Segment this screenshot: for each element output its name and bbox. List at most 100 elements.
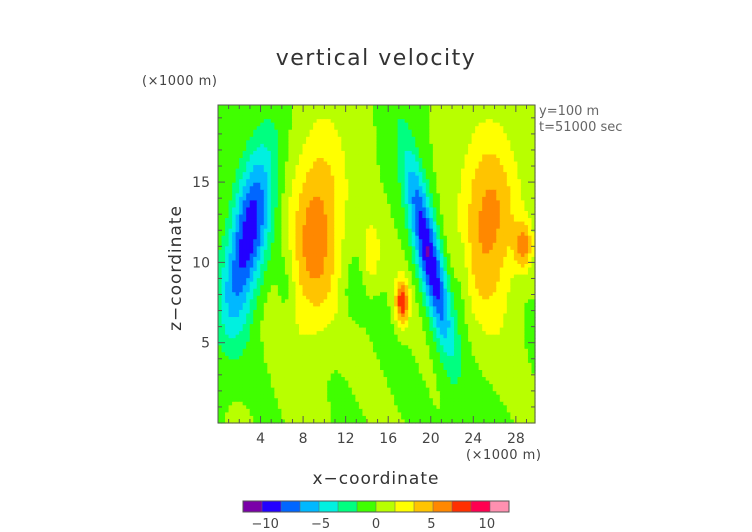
heatmap-cell [253, 260, 258, 265]
heatmap-cell [415, 126, 420, 131]
heatmap-cell [239, 288, 244, 293]
heatmap-cell [506, 136, 511, 141]
heatmap-cell [450, 203, 455, 209]
heatmap-cell [425, 211, 430, 216]
heatmap-cell [260, 196, 265, 201]
heatmap-cell [232, 186, 237, 191]
heatmap-cell [496, 200, 501, 205]
heatmap-cell [253, 175, 258, 180]
heatmap-cell [503, 239, 508, 244]
heatmap-cell [503, 165, 508, 170]
heatmap-cell [404, 200, 409, 205]
heatmap-cell [284, 136, 290, 141]
heatmap-cell [492, 115, 497, 120]
heatmap-cell [249, 133, 254, 138]
heatmap-cell [281, 288, 286, 293]
heatmap-cell [513, 218, 518, 223]
heatmap-cell [288, 143, 293, 148]
heatmap-cell [274, 232, 279, 237]
heatmap-cell [341, 108, 346, 113]
heatmap-cell [263, 249, 268, 254]
heatmap-cell [418, 242, 423, 247]
heatmap-cell [263, 260, 268, 265]
heatmap-cell [468, 256, 473, 262]
heatmap-cell [344, 143, 349, 148]
heatmap-cell [316, 239, 321, 244]
heatmap-cell [464, 211, 469, 216]
heatmap-cell [281, 129, 286, 134]
heatmap-cell [295, 168, 300, 173]
heatmap-cell [524, 165, 529, 170]
heatmap-cell [302, 253, 307, 258]
heatmap-cell [524, 150, 529, 156]
heatmap-cell [471, 211, 476, 216]
heatmap-cell [281, 143, 286, 148]
heatmap-cell [239, 165, 244, 170]
heatmap-cell [218, 126, 223, 131]
heatmap-cell [524, 271, 529, 276]
heatmap-cell [387, 129, 392, 134]
heatmap-cell [496, 295, 501, 300]
heatmap-cell [365, 274, 371, 279]
heatmap-cell [492, 264, 497, 269]
heatmap-cell [464, 158, 469, 163]
heatmap-cell [334, 271, 339, 276]
heatmap-cell [457, 200, 462, 205]
heatmap-cell [334, 126, 339, 131]
heatmap-cell [344, 295, 349, 300]
heatmap-cell [246, 288, 251, 293]
heatmap-cell [422, 239, 427, 244]
heatmap-cell [471, 143, 476, 148]
heatmap-cell [316, 207, 321, 212]
heatmap-cell [358, 253, 364, 258]
heatmap-cell [306, 256, 311, 262]
heatmap-cell [397, 207, 402, 212]
heatmap-cell [422, 271, 427, 276]
heatmap-cell [453, 161, 459, 166]
heatmap-cell [411, 193, 416, 198]
heatmap-cell [249, 249, 254, 254]
heatmap-cell [235, 281, 240, 286]
heatmap-cell [468, 246, 473, 251]
heatmap-cell [471, 214, 476, 219]
heatmap-cell [362, 256, 367, 262]
heatmap-cell [334, 112, 339, 117]
heatmap-cell [401, 129, 406, 134]
heatmap-cell [221, 281, 226, 286]
heatmap-cell [358, 239, 364, 244]
heatmap-cell [411, 161, 416, 166]
heatmap-cell [291, 165, 297, 170]
heatmap-cell [302, 203, 307, 209]
heatmap-cell [256, 172, 261, 177]
heatmap-cell [295, 292, 300, 297]
heatmap-cell [239, 122, 244, 127]
heatmap-cell [411, 242, 416, 247]
heatmap-cell [260, 260, 265, 265]
heatmap-cell [450, 168, 455, 173]
heatmap-cell [468, 200, 473, 205]
heatmap-cell [422, 242, 427, 247]
heatmap-cell [450, 214, 455, 219]
heatmap-cell [453, 189, 459, 194]
heatmap-cell [461, 200, 466, 205]
heatmap-cell [316, 150, 321, 156]
heatmap-cell [334, 200, 339, 205]
heatmap-cell [348, 225, 353, 230]
heatmap-cell [429, 189, 434, 194]
heatmap-cell [351, 285, 356, 290]
heatmap-cell [461, 214, 466, 219]
heatmap-cell [267, 122, 272, 127]
heatmap-cell [323, 288, 328, 293]
heatmap-cell [506, 239, 511, 244]
heatmap-cell [432, 249, 437, 254]
heatmap-cell [288, 249, 293, 254]
heatmap-cell [450, 129, 455, 134]
heatmap-cell [485, 172, 490, 177]
heatmap-cell [372, 126, 378, 131]
heatmap-cell [446, 147, 452, 152]
heatmap-cell [468, 249, 473, 254]
heatmap-cell [387, 143, 392, 148]
heatmap-cell [295, 158, 300, 163]
heatmap-cell [450, 267, 455, 272]
heatmap-cell [380, 189, 385, 194]
